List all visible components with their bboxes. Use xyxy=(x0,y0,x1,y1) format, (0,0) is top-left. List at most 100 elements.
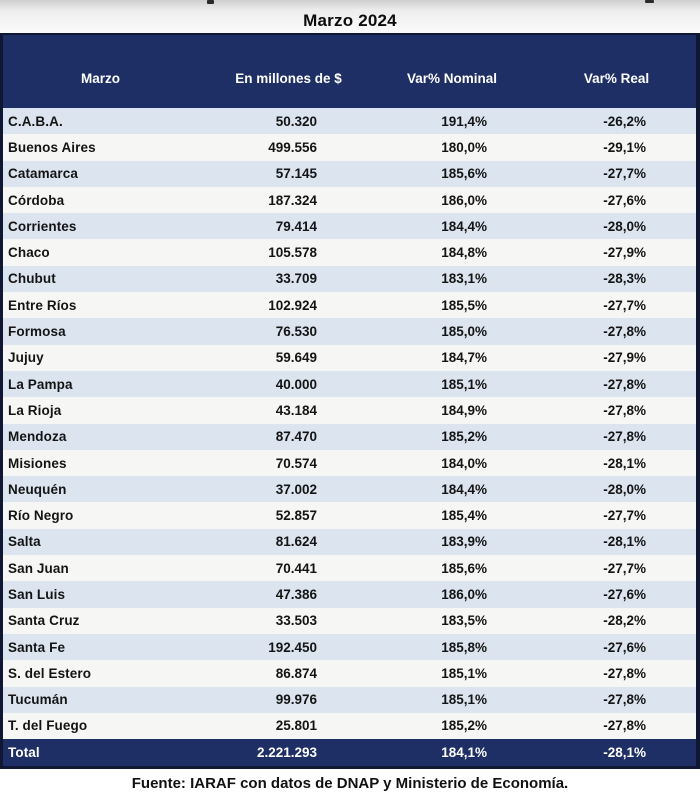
cell-province: Chubut xyxy=(8,271,56,287)
cell-amount: 86.874 xyxy=(275,665,317,681)
cell-var-nominal: 185,5% xyxy=(441,297,487,313)
cell-var-real: -27,7% xyxy=(603,560,646,576)
cell-var-real: -27,7% xyxy=(603,508,646,524)
cell-province: San Juan xyxy=(8,560,69,576)
cell-amount: 70.574 xyxy=(275,455,317,471)
cell-var-real: -27,9% xyxy=(603,350,646,366)
cell-province: Salta xyxy=(8,534,41,550)
cell-var-real: -27,9% xyxy=(603,245,646,261)
table-row: Chaco 105.578 184,8% -27,9% xyxy=(3,239,696,266)
cell-var-nominal: 180,0% xyxy=(441,139,487,155)
table-row: Santa Cruz 33.503 183,5% -28,2% xyxy=(3,607,696,634)
table-row: San Juan 70.441 185,6% -27,7% xyxy=(3,555,696,582)
cell-province: Misiones xyxy=(8,455,67,471)
cell-var-real: -27,7% xyxy=(603,297,646,313)
cell-amount: 47.386 xyxy=(275,586,317,602)
cell-var-nominal: 185,4% xyxy=(441,508,487,524)
table-row: Río Negro 52.857 185,4% -27,7% xyxy=(3,502,696,529)
cell-var-real: -27,8% xyxy=(603,692,646,708)
cell-var-real: -28,2% xyxy=(603,613,646,629)
cell-amount: 99.976 xyxy=(275,692,317,708)
cell-var-nominal: 185,1% xyxy=(441,692,487,708)
cell-province: Entre Ríos xyxy=(8,297,77,313)
cell-var-real: -27,6% xyxy=(603,586,646,602)
cell-var-nominal: 184,7% xyxy=(441,350,487,366)
cell-var-real: -28,1% xyxy=(603,534,646,550)
cell-var-nominal: 184,4% xyxy=(441,218,487,234)
total-amount: 2.221.293 xyxy=(256,745,317,761)
cell-var-nominal: 185,8% xyxy=(441,639,487,655)
cell-province: Neuquén xyxy=(8,481,67,497)
table-row: Neuquén 37.002 184,4% -28,0% xyxy=(3,476,696,503)
column-header-real: Var% Real xyxy=(583,71,650,86)
cell-province: C.A.B.A. xyxy=(8,113,63,129)
table-total-row: Total 2.221.293 184,1% -28,1% xyxy=(3,739,696,767)
cell-var-real: -27,7% xyxy=(603,166,646,182)
cropped-text-fragment xyxy=(207,0,214,4)
cell-var-real: -27,8% xyxy=(603,402,646,418)
table-row: T. del Fuego 25.801 185,2% -27,8% xyxy=(3,712,696,740)
table-row: Chubut 33.709 183,1% -28,3% xyxy=(3,265,696,293)
table-row: Mendoza 87.470 185,2% -27,8% xyxy=(3,423,696,450)
table-row: Formosa 76.530 185,0% -27,8% xyxy=(3,318,696,345)
table-row: Buenos Aires 499.556 180,0% -29,1% xyxy=(3,134,696,161)
provinces-table: Marzo En millones de $ Var% Nominal Var%… xyxy=(0,33,700,770)
cell-var-real: -26,2% xyxy=(603,113,646,129)
cell-amount: 52.857 xyxy=(275,508,317,524)
cell-amount: 59.649 xyxy=(275,350,317,366)
cell-var-real: -27,6% xyxy=(603,192,646,208)
table-row: La Pampa 40.000 185,1% -27,8% xyxy=(3,370,696,398)
table-row: Catamarca 57.145 185,6% -27,7% xyxy=(3,160,696,187)
cell-province: Santa Fe xyxy=(8,639,66,655)
cell-amount: 37.002 xyxy=(275,481,317,497)
cell-var-real: -28,3% xyxy=(603,271,646,287)
table-row: C.A.B.A. 50.320 191,4% -26,2% xyxy=(3,108,696,135)
title-bar: Marzo 2024 xyxy=(0,10,700,33)
cell-amount: 43.184 xyxy=(275,402,317,418)
cell-province: San Luis xyxy=(8,586,66,602)
total-var-real: -28,1% xyxy=(603,745,646,761)
table-row: Misiones 70.574 184,0% -28,1% xyxy=(3,449,696,477)
page-title: Marzo 2024 xyxy=(303,11,397,30)
cell-province: Santa Cruz xyxy=(8,613,80,629)
column-header-millones: En millones de $ xyxy=(235,71,342,86)
cell-amount: 499.556 xyxy=(268,139,317,155)
cell-var-real: -27,8% xyxy=(603,376,646,392)
cell-var-nominal: 185,1% xyxy=(441,376,487,392)
column-header-marzo: Marzo xyxy=(80,71,120,86)
cell-amount: 105.578 xyxy=(268,245,317,261)
cell-var-real: -27,6% xyxy=(603,639,646,655)
cell-province: Córdoba xyxy=(8,192,65,208)
total-label: Total xyxy=(8,745,40,761)
cell-var-real: -28,0% xyxy=(603,218,646,234)
cell-amount: 87.470 xyxy=(275,429,317,445)
cell-var-nominal: 184,4% xyxy=(441,481,487,497)
cell-var-real: -27,8% xyxy=(603,718,646,734)
cell-var-nominal: 183,1% xyxy=(441,271,487,287)
table-row: Salta 81.624 183,9% -28,1% xyxy=(3,528,696,556)
cropped-previous-line xyxy=(0,0,700,10)
cell-province: Corrientes xyxy=(8,218,77,234)
source-note: Fuente: IARAF con datos de DNAP y Minist… xyxy=(131,775,569,793)
cropped-text-fragment xyxy=(645,0,654,3)
cell-amount: 81.624 xyxy=(275,534,317,550)
cell-amount: 50.320 xyxy=(275,113,317,129)
cell-amount: 25.801 xyxy=(275,718,317,734)
cell-var-nominal: 183,9% xyxy=(441,534,487,550)
cell-province: Formosa xyxy=(8,324,66,340)
cell-amount: 192.450 xyxy=(268,639,317,655)
cell-var-real: -27,8% xyxy=(603,665,646,681)
table-row: Entre Ríos 102.924 185,5% -27,7% xyxy=(3,292,696,319)
table-row: La Rioja 43.184 184,9% -27,8% xyxy=(3,397,696,424)
cell-var-nominal: 191,4% xyxy=(441,113,487,129)
table-body: C.A.B.A. 50.320 191,4% -26,2% Buenos Air… xyxy=(3,108,696,740)
cell-var-real: -28,0% xyxy=(603,481,646,497)
cell-amount: 187.324 xyxy=(268,192,317,208)
table-row: Corrientes 79.414 184,4% -28,0% xyxy=(3,213,696,240)
cell-amount: 40.000 xyxy=(275,376,317,392)
cell-amount: 102.924 xyxy=(268,297,317,313)
cell-var-nominal: 184,9% xyxy=(441,402,487,418)
cell-var-nominal: 185,2% xyxy=(441,718,487,734)
cell-var-nominal: 185,6% xyxy=(441,166,487,182)
